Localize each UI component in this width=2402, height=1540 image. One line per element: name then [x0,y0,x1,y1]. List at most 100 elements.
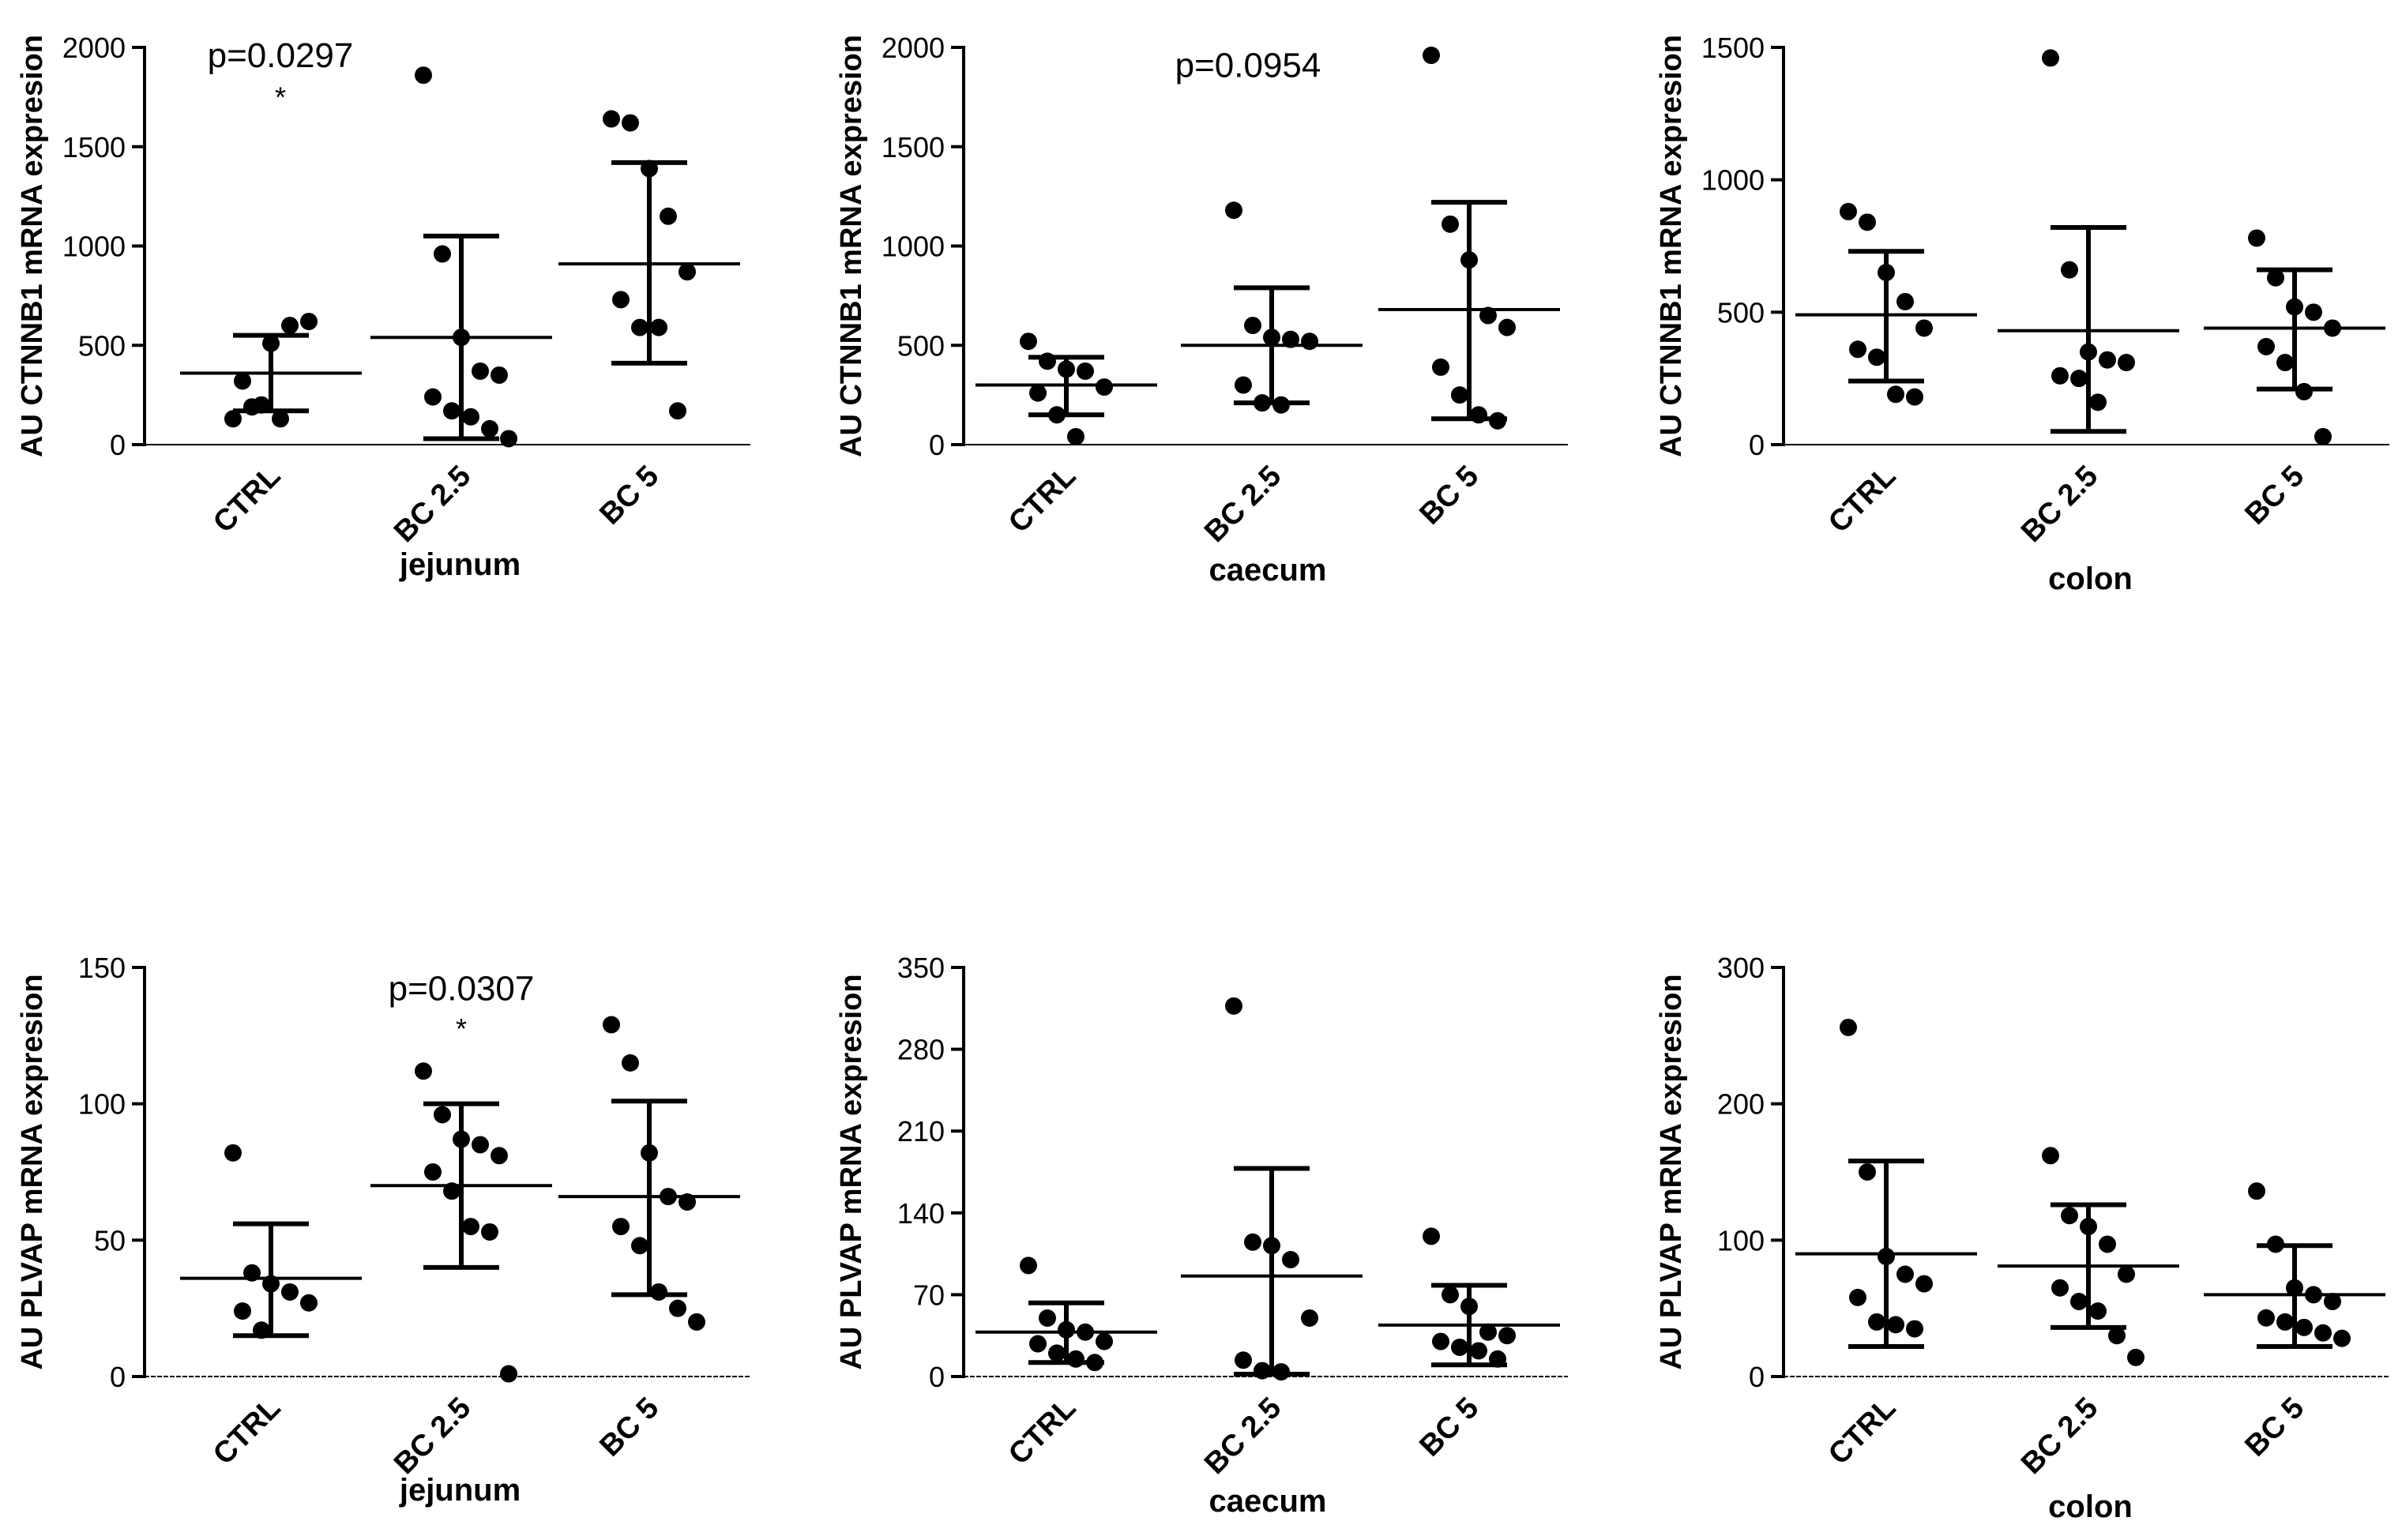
data-point [660,207,677,225]
data-point [1432,358,1449,376]
data-point [2324,319,2341,337]
chart-panel-2-caecum: 0 500 1000 1500 2000 AU CTNNB1 mRNA expresion… [835,32,1568,588]
y-tick-label: 0 [110,429,126,461]
data-point [2042,1147,2059,1165]
data-point [1470,1342,1487,1360]
data-point [1423,47,1440,65]
data-point [1235,1351,1252,1369]
data-point [1235,376,1252,394]
data-point [281,317,299,335]
data-point [660,1188,677,1206]
data-point [1840,202,1857,220]
p-value-annotation: p=0.0297 [208,36,354,75]
data-point [1906,388,1923,406]
x-tick-label-bc-5: BC 5 [2238,460,2310,531]
data-point [453,1130,470,1148]
data-point [1906,1320,1923,1338]
data-point [224,1144,242,1162]
data-point [2276,1313,2294,1331]
data-point [1849,1288,1866,1306]
data-point [1058,1320,1075,1339]
significance-star: * [275,81,286,113]
data-point [1225,997,1242,1015]
y-axis-title: AU PLVAP mRNA expresion [835,974,868,1369]
data-point [1244,1233,1261,1251]
x-axis-title: jejunum [399,1473,521,1508]
series-bc-2-5 [1181,997,1363,1381]
data-point [2248,1182,2265,1200]
data-point [1058,360,1075,378]
y-tick-label: 1000 [1701,164,1765,197]
series-ctrl [975,332,1157,445]
data-point [1442,215,1459,233]
data-point [2305,303,2322,321]
data-point [2099,1235,2116,1253]
data-point [2286,1279,2303,1297]
series-ctrl [180,1144,362,1339]
y-tick-label: 0 [110,1361,126,1393]
significance-star: * [456,1012,467,1045]
data-point [2257,337,2275,355]
data-point [434,245,451,263]
data-point [2108,1327,2126,1345]
data-point [462,408,479,426]
data-point [2042,49,2059,67]
data-point [1263,329,1280,347]
data-point [472,362,489,380]
data-point [1244,317,1261,335]
data-point [1442,1286,1459,1304]
x-tick-label-ctrl: CTRL [207,460,287,539]
chart-panel-1-jejunum: 0 500 1000 1500 2000 AU CTNNB1 mRNA expresion… [16,32,750,582]
data-point [631,1237,648,1255]
data-point [1470,406,1487,424]
data-point [669,1299,686,1317]
x-tick-label-bc-5: BC 5 [1413,1392,1485,1463]
y-tick-label: 150 [78,952,126,984]
data-point [1301,332,1318,351]
series-bc-5 [2204,1182,2385,1350]
data-point [1489,1350,1506,1368]
data-point [1020,1256,1037,1275]
chart-panel-3-colon: 0 500 1000 1500 AU CTNNB1 mRNA expresion CTRL… [1655,32,2389,596]
x-tick-label-ctrl: CTRL [1822,460,1902,539]
x-tick-label-bc-5: BC 5 [593,460,665,531]
data-point [472,1136,489,1154]
data-point [262,334,280,352]
data-point [453,329,470,347]
series-ctrl [1795,202,1977,406]
data-point [1029,1335,1047,1353]
data-point [631,318,648,336]
data-point [434,1106,451,1124]
data-point [612,291,630,309]
data-point [262,1275,280,1293]
series-ctrl [1795,1018,1977,1350]
data-point [443,402,460,420]
p-value-annotation: p=0.0954 [1175,47,1321,85]
x-axis-title: jejunum [399,547,521,582]
data-point [2089,393,2107,411]
series-bc-5 [558,1016,740,1331]
x-axis-title: colon [2048,562,2133,596]
data-point [1077,1323,1094,1341]
data-point [1849,340,1866,359]
data-point [415,66,432,85]
data-point [1263,1237,1280,1255]
p-value-annotation: p=0.0307 [389,969,535,1008]
data-point [1896,292,1914,310]
data-point [2295,382,2313,400]
data-point [2257,1309,2275,1327]
data-point [1915,1275,1933,1293]
y-tick-label: 200 [1717,1088,1765,1121]
data-point [2070,1293,2088,1311]
data-point [1887,1316,1904,1334]
data-point [2118,1265,2135,1283]
data-point [1029,384,1047,402]
x-tick-label-bc-5: BC 5 [593,1392,665,1463]
data-point [234,372,251,390]
data-point [1878,264,1895,282]
data-point [481,1223,498,1241]
y-tick-label: 500 [897,329,945,362]
data-point [491,1147,508,1165]
data-point [1498,318,1516,336]
